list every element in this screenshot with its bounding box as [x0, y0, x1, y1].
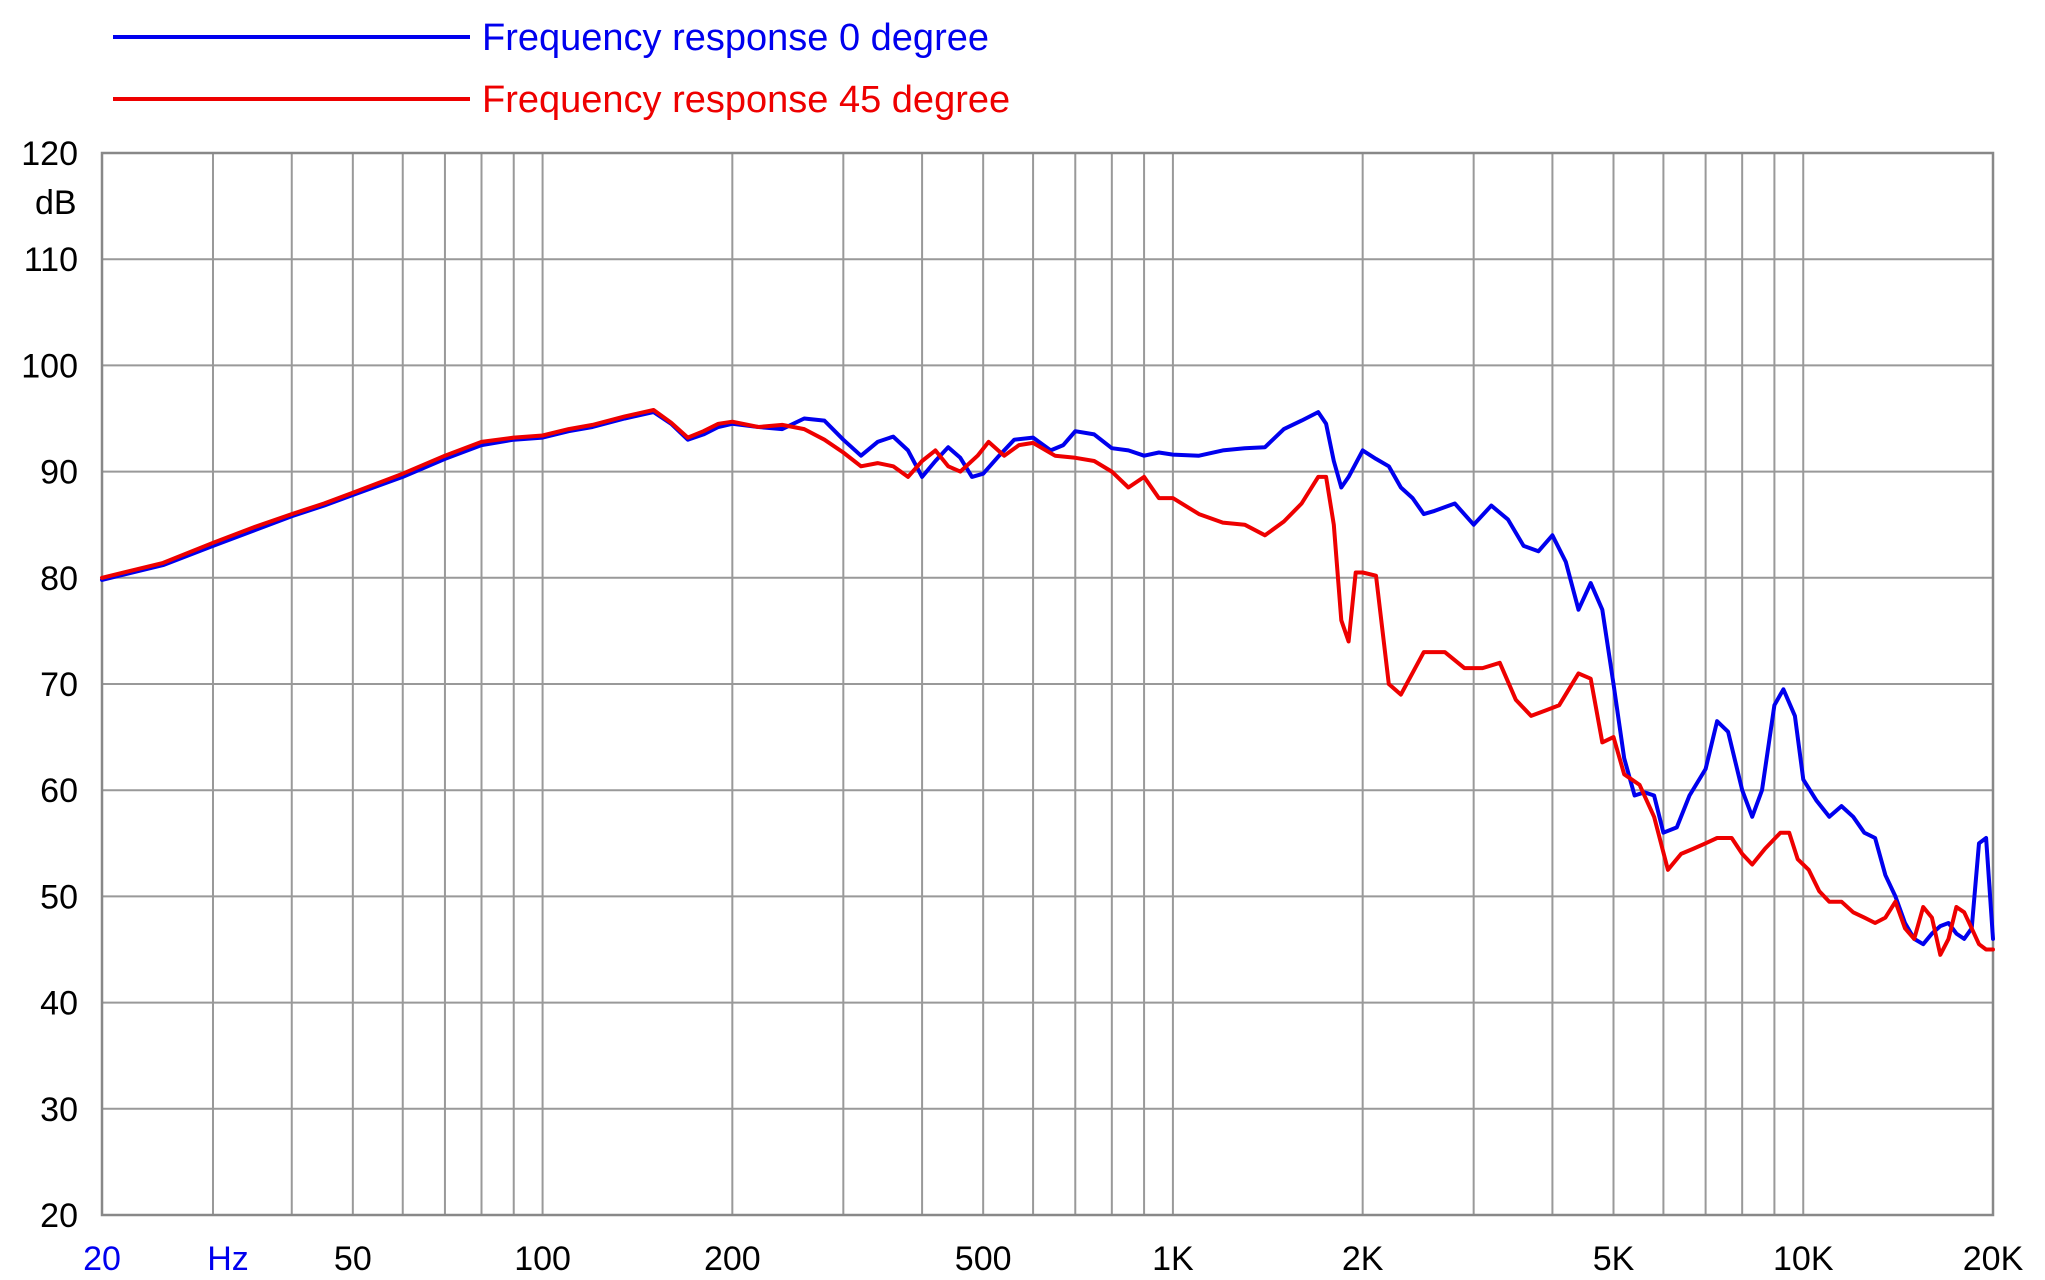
y-tick-label: 70 — [40, 666, 78, 704]
x-tick-label: 1K — [1152, 1240, 1194, 1278]
series-group — [100, 408, 1995, 957]
x-tick-label: 20K — [1963, 1240, 2024, 1278]
y-tick-label: 100 — [21, 347, 78, 385]
x-unit-label: Hz — [207, 1240, 249, 1278]
x-tick-label: 50 — [334, 1240, 372, 1278]
y-tick-label: 30 — [40, 1091, 78, 1129]
legend-label: Frequency response 0 degree — [482, 17, 989, 59]
x-tick-label: 5K — [1593, 1240, 1635, 1278]
y-tick-label: 80 — [40, 560, 78, 598]
series-line — [100, 410, 1995, 947]
x-tick-label: 20 — [83, 1240, 121, 1278]
legend: Frequency response 0 degree Frequency res… — [113, 17, 1010, 121]
x-tick-label: 2K — [1342, 1240, 1384, 1278]
x-tick-label: 500 — [955, 1240, 1012, 1278]
grid — [101, 152, 1994, 1216]
x-tick-label: 200 — [704, 1240, 761, 1278]
y-tick-labels: 20 30 40 50 60 70 80 90 100 110 120 — [21, 135, 78, 1235]
plot-border — [100, 151, 1995, 1217]
y-tick-label: 40 — [40, 985, 78, 1023]
y-tick-label: 60 — [40, 772, 78, 810]
legend-label: Frequency response 45 degree — [482, 79, 1010, 121]
y-unit-label: dB — [35, 184, 77, 222]
series-line — [100, 408, 1995, 957]
x-tick-label: 100 — [514, 1240, 571, 1278]
y-tick-label: 90 — [40, 454, 78, 492]
x-tick-labels: 20 50 100 200 500 1K 2K 5K 10K 20K — [83, 1240, 2023, 1278]
y-tick-label: 120 — [21, 135, 78, 173]
y-tick-label: 50 — [40, 878, 78, 916]
y-tick-label: 20 — [40, 1197, 78, 1235]
y-tick-label: 110 — [24, 241, 78, 279]
x-tick-label: 10K — [1773, 1240, 1834, 1278]
